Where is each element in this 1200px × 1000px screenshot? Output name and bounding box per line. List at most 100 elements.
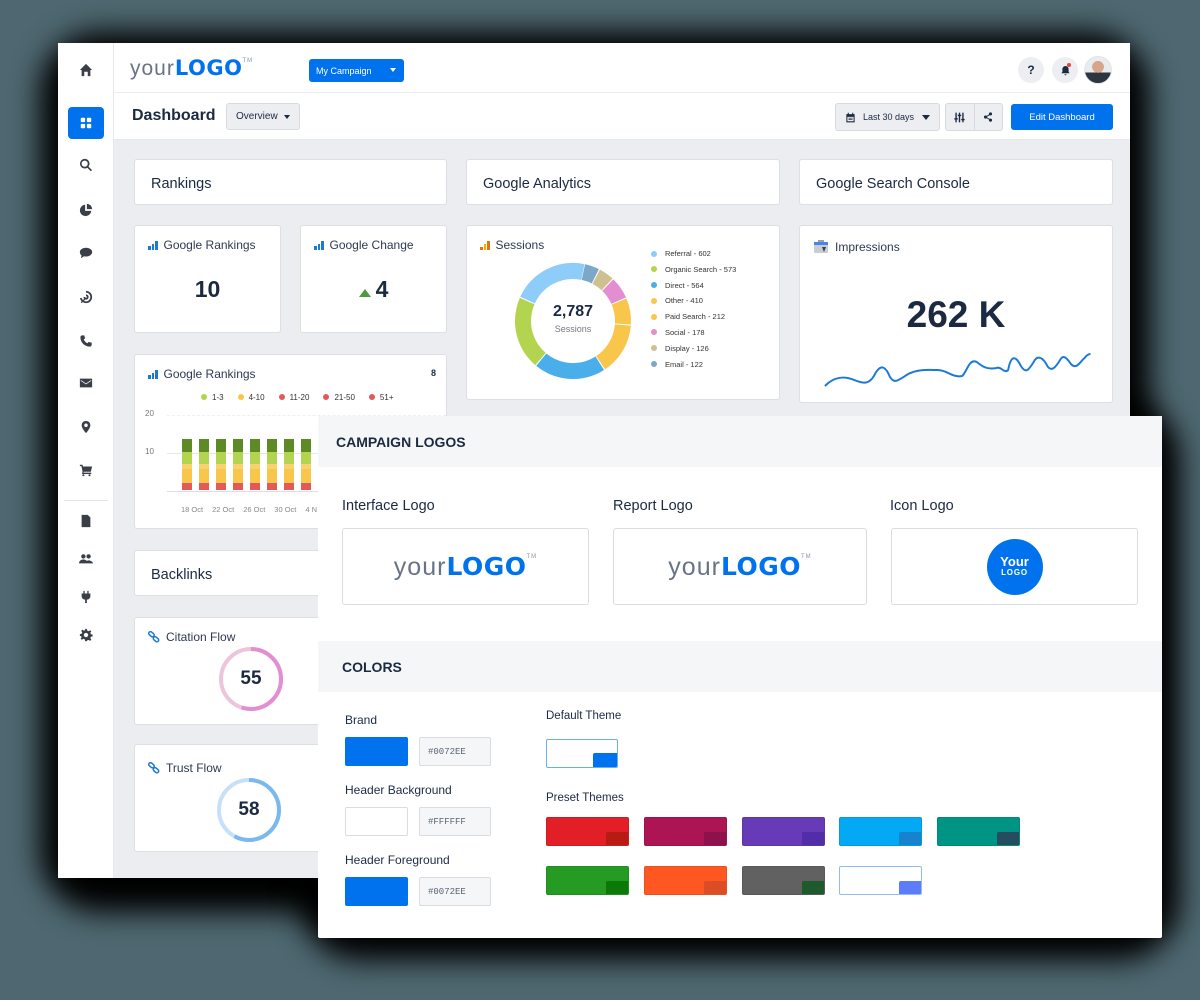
campaign-select[interactable]: My Campaign xyxy=(309,59,404,82)
bar[interactable] xyxy=(216,439,226,491)
sidebar-item-home[interactable] xyxy=(68,54,104,86)
legend-item[interactable]: 51+ xyxy=(368,393,394,402)
default-theme-swatch[interactable] xyxy=(546,739,618,768)
filter-settings-button[interactable] xyxy=(946,104,975,130)
legend-item[interactable]: 4-10 xyxy=(237,393,265,402)
sidebar-item-integrations[interactable] xyxy=(68,581,104,613)
bar[interactable] xyxy=(284,439,294,491)
sidebar-item-analytics[interactable] xyxy=(68,194,104,226)
brand-color-input[interactable]: #0072EE xyxy=(419,737,491,766)
legend-dot xyxy=(651,345,657,352)
legend-item[interactable]: 1-3 xyxy=(201,393,224,402)
sidebar-item-ppc[interactable] xyxy=(68,281,104,313)
legend-dot xyxy=(651,250,657,257)
preset-theme-swatch[interactable] xyxy=(546,866,629,895)
brand-color-swatch[interactable] xyxy=(345,737,408,766)
legend-item[interactable]: 21-50 xyxy=(323,393,355,402)
preset-theme-swatch[interactable] xyxy=(644,866,727,895)
widget-google-rankings[interactable]: Google Rankings 10 xyxy=(134,225,281,333)
sidebar-item-local[interactable] xyxy=(68,411,104,443)
page-title: Dashboard xyxy=(132,107,216,124)
widget-impressions[interactable]: Impressions 262 K xyxy=(799,225,1113,403)
edit-dashboard-button[interactable]: Edit Dashboard xyxy=(1011,104,1113,130)
question-icon: ? xyxy=(1027,63,1035,77)
theme-accent xyxy=(899,881,921,894)
search-icon xyxy=(80,158,93,172)
sidebar-item-dashboard[interactable] xyxy=(68,107,104,139)
google-change-value: 4 xyxy=(375,276,389,302)
stacked-bars xyxy=(182,439,328,491)
bar[interactable] xyxy=(199,439,209,491)
legend-item[interactable]: Social - 178 xyxy=(651,328,736,337)
caret-down-icon xyxy=(922,114,930,123)
chat-bubble-icon xyxy=(79,247,93,259)
legend-item[interactable]: Other - 410 xyxy=(651,296,736,305)
bar[interactable] xyxy=(301,439,311,491)
view-select[interactable]: Overview xyxy=(226,103,300,130)
header-foreground-label: Header Foreground xyxy=(345,853,450,867)
widget-label: Impressions xyxy=(813,240,900,254)
toolbar-button-group xyxy=(945,103,1003,131)
header-foreground-input[interactable]: #0072EE xyxy=(419,877,491,906)
y-tick: 10 xyxy=(145,447,154,456)
legend-item[interactable]: Email - 122 xyxy=(651,360,736,369)
help-button[interactable]: ? xyxy=(1018,57,1044,83)
app-logo[interactable]: yourLOGOTM xyxy=(130,56,254,80)
widget-google-change[interactable]: Google Change 4 xyxy=(300,225,447,333)
header-foreground-swatch[interactable] xyxy=(345,877,408,906)
interface-logo-upload[interactable]: yourLOGOTM xyxy=(342,528,589,605)
user-avatar[interactable] xyxy=(1084,56,1112,84)
legend-item[interactable]: Paid Search - 212 xyxy=(651,312,736,321)
sessions-total: 2,787 xyxy=(552,303,594,320)
header-background-label: Header Background xyxy=(345,783,452,797)
sidebar-item-users[interactable] xyxy=(68,543,104,575)
preset-theme-swatch[interactable] xyxy=(839,817,922,846)
widget-trust-flow[interactable]: Trust Flow 58 xyxy=(134,744,334,852)
widget-sessions[interactable]: Sessions 2,787 Sessions Referral - 602 Or… xyxy=(466,225,780,400)
legend-dot xyxy=(237,394,244,400)
header-background-input[interactable]: #FFFFFF xyxy=(419,807,491,836)
sidebar-item-email[interactable] xyxy=(68,367,104,399)
legend-item[interactable]: Referral - 602 xyxy=(651,249,736,258)
report-logo-upload[interactable]: yourLOGOTM xyxy=(613,528,867,605)
widget-label: Citation Flow xyxy=(148,630,235,644)
bar[interactable] xyxy=(250,439,260,491)
bar[interactable] xyxy=(182,439,192,491)
date-range-select[interactable]: Last 30 days xyxy=(834,103,940,131)
sidebar-item-reports[interactable] xyxy=(68,505,104,537)
branding-settings-panel: CAMPAIGN LOGOS Interface Logo yourLOGOTM… xyxy=(318,416,1162,938)
icon-logo-upload[interactable]: Your LOGO xyxy=(891,528,1138,605)
widget-label: Sessions xyxy=(480,238,544,252)
link-icon xyxy=(148,762,160,774)
y-tick: 20 xyxy=(145,409,154,418)
sidebar-item-search[interactable] xyxy=(68,149,104,181)
preset-theme-swatch[interactable] xyxy=(644,817,727,846)
legend-item[interactable]: Organic Search - 573 xyxy=(651,265,736,274)
header-background-swatch[interactable] xyxy=(345,807,408,836)
preset-theme-swatch[interactable] xyxy=(546,817,629,846)
bar[interactable] xyxy=(267,439,277,491)
preset-theme-swatch[interactable] xyxy=(742,866,825,895)
share-button[interactable] xyxy=(975,104,1003,130)
map-pin-icon xyxy=(81,420,91,434)
legend-item[interactable]: Display - 126 xyxy=(651,344,736,353)
sidebar-item-calls[interactable] xyxy=(68,325,104,357)
preset-theme-swatch[interactable] xyxy=(839,866,922,895)
home-icon xyxy=(79,63,93,77)
preset-theme-swatch[interactable] xyxy=(937,817,1020,846)
bar-chart-icon xyxy=(314,240,324,250)
view-select-label: Overview xyxy=(236,111,278,122)
bar[interactable] xyxy=(233,439,243,491)
legend-item[interactable]: 11-20 xyxy=(278,393,309,402)
envelope-icon xyxy=(79,378,93,388)
trust-flow-value: 58 xyxy=(238,799,260,820)
theme-accent xyxy=(606,881,628,894)
sidebar-item-ecommerce[interactable] xyxy=(68,454,104,486)
top-bar: yourLOGOTM My Campaign ? xyxy=(114,43,1130,93)
notifications-button[interactable] xyxy=(1052,57,1078,83)
sidebar-item-settings[interactable] xyxy=(68,619,104,651)
legend-item[interactable]: Direct - 564 xyxy=(651,281,736,290)
sidebar-item-chat[interactable] xyxy=(68,237,104,269)
preset-theme-swatch[interactable] xyxy=(742,817,825,846)
widget-citation-flow[interactable]: Citation Flow 55 xyxy=(134,617,334,725)
